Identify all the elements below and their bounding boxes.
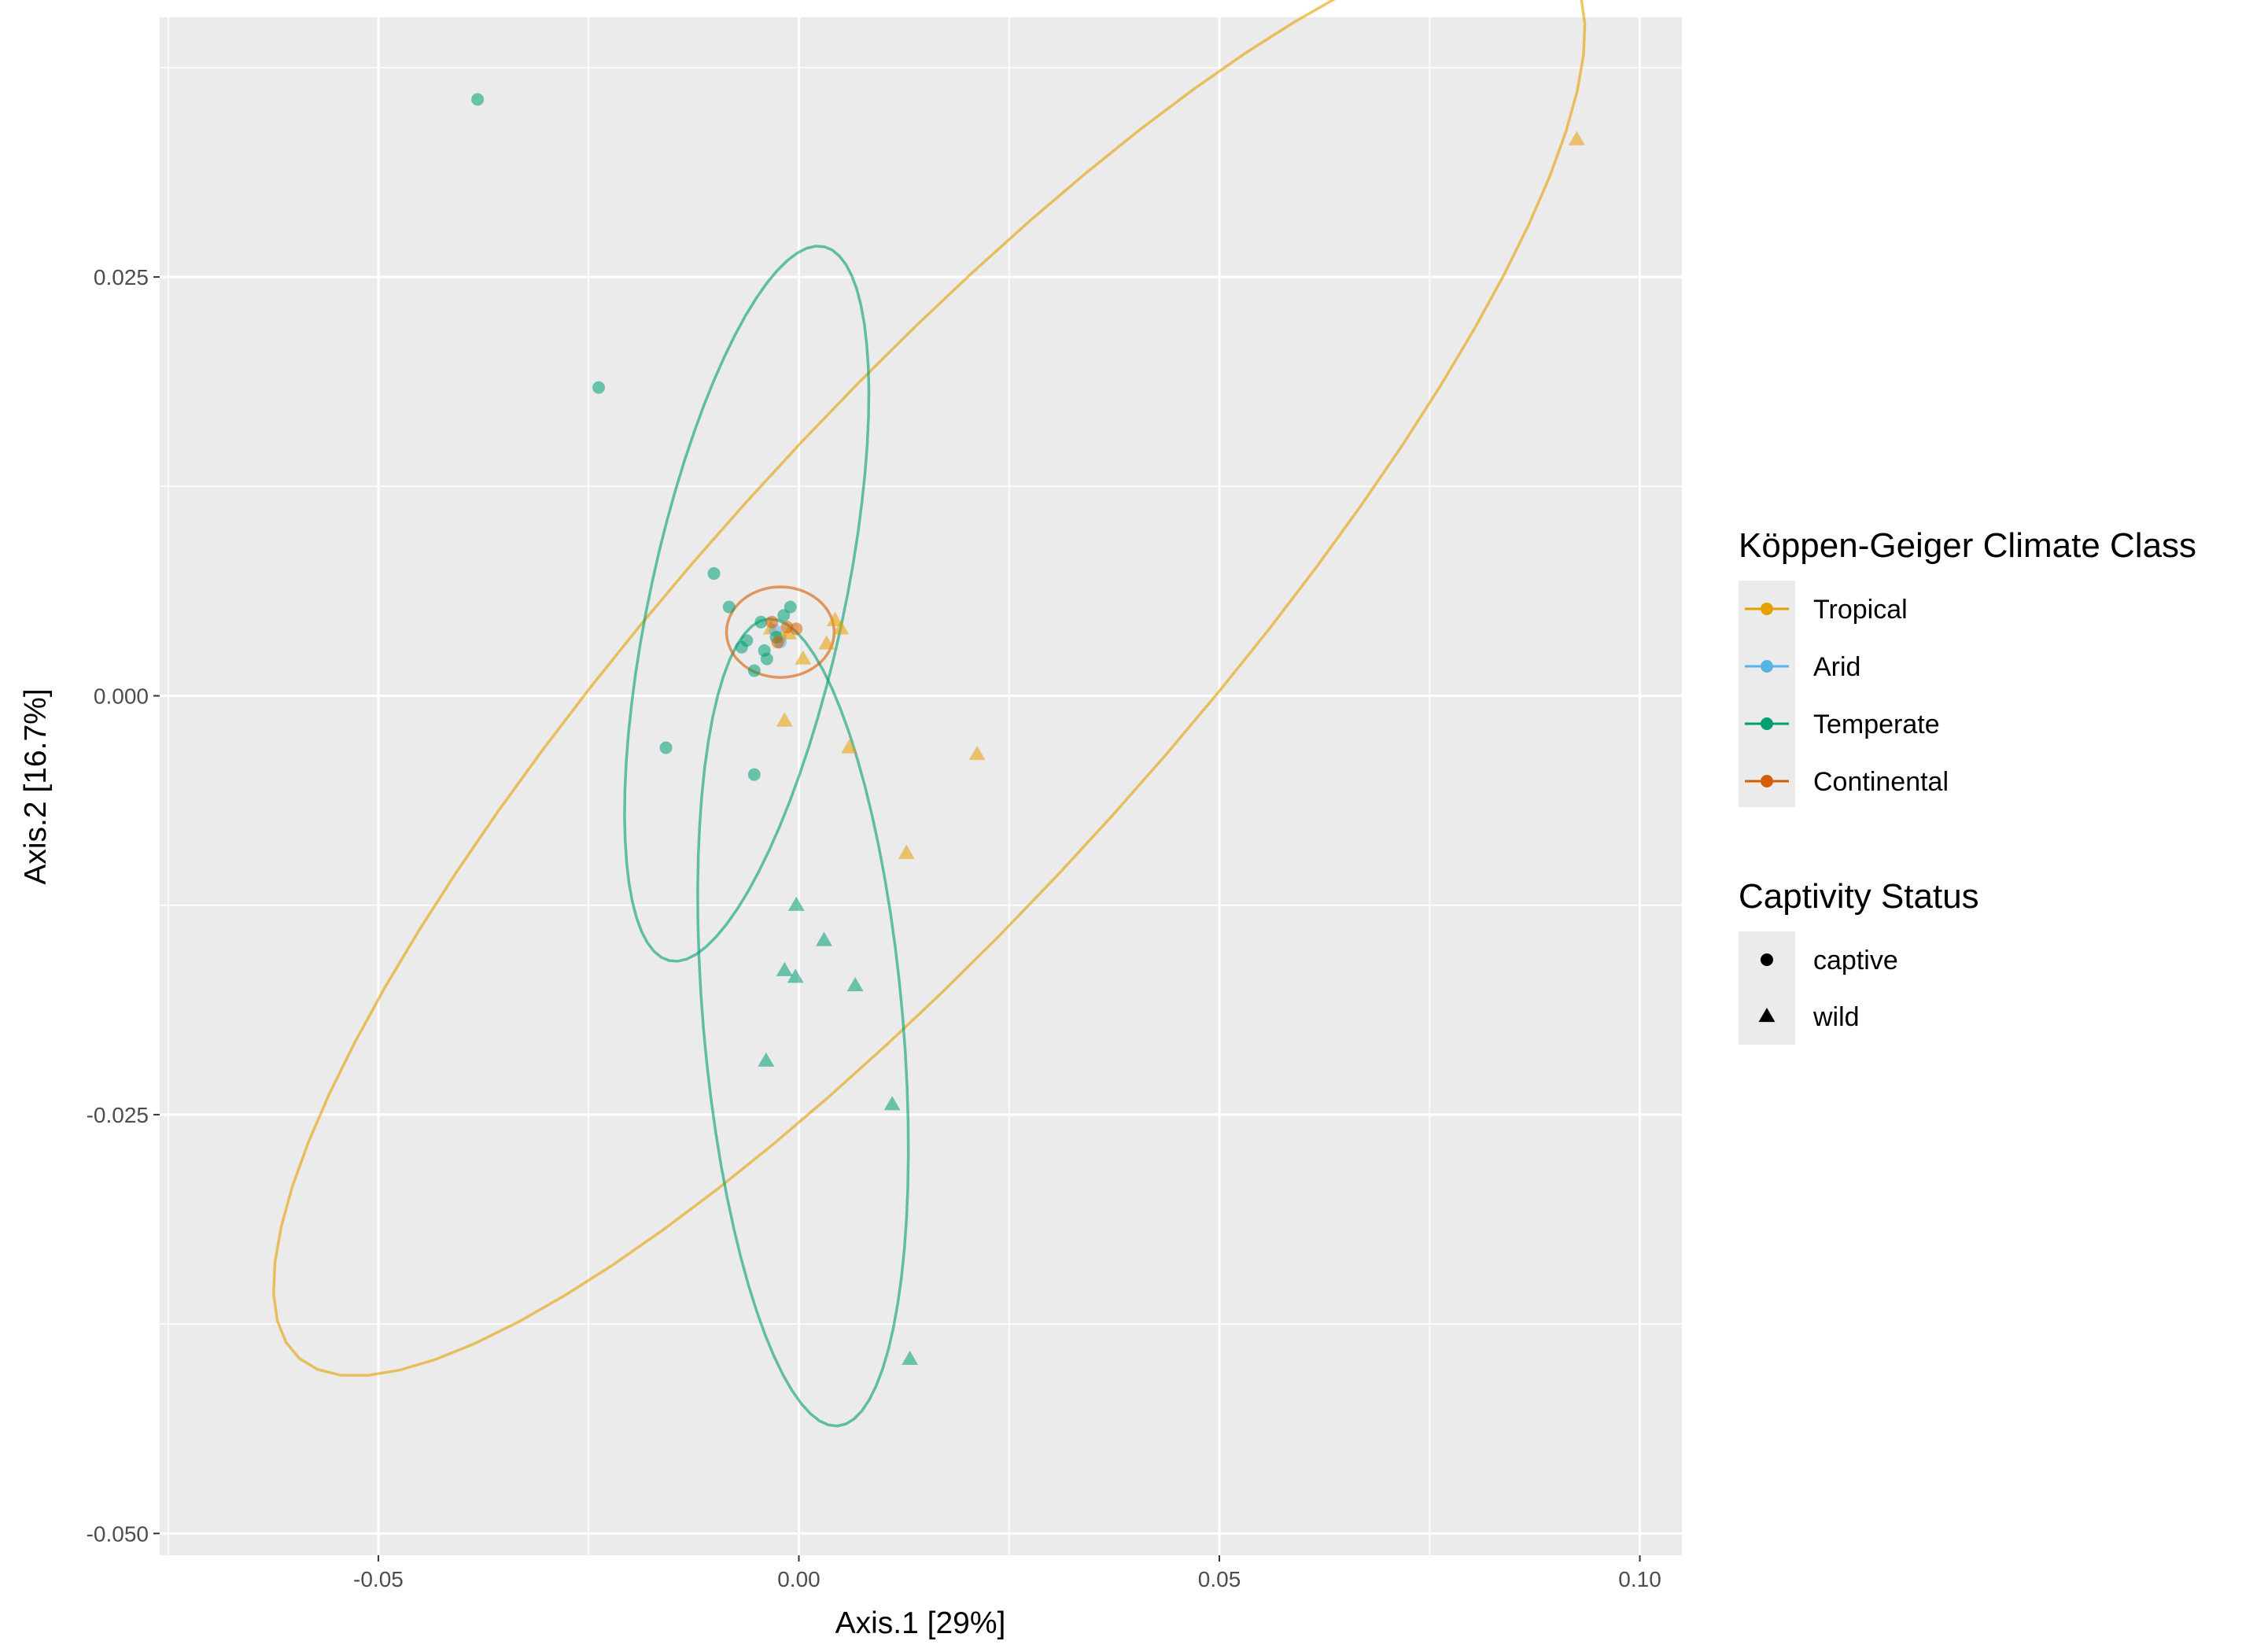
- point-continental-captive: [771, 636, 784, 649]
- point-temperate-wild: [787, 896, 805, 911]
- point-tropical-wild: [776, 712, 793, 727]
- grid-major: [160, 17, 1682, 1555]
- point-tropical-wild: [827, 611, 843, 626]
- point-tropical-wild: [968, 746, 986, 761]
- legend-label-arid: Arid: [1813, 652, 1860, 682]
- panel-background: [160, 17, 1682, 1555]
- point-temperate-captive: [747, 664, 761, 677]
- legend-label-continental: Continental: [1813, 767, 1949, 797]
- legend-key-shape-captive: [1761, 953, 1773, 966]
- x-tick-label: 0.00: [777, 1567, 820, 1591]
- point-temperate-wild: [846, 976, 864, 992]
- legend-key-point-tropical: [1761, 603, 1773, 615]
- point-temperate-wild: [787, 968, 804, 983]
- legend-captivity-title: Captivity Status: [1739, 877, 1979, 916]
- point-temperate-wild: [758, 1052, 775, 1067]
- point-temperate-captive: [747, 768, 761, 781]
- point-tropical-wild: [832, 620, 850, 635]
- point-tropical-wild: [795, 650, 812, 665]
- legend-key-point-arid: [1761, 660, 1773, 673]
- legend-key-point-continental: [1761, 775, 1773, 787]
- legend-climate-key-background: [1739, 581, 1795, 807]
- ellipse-continental: [725, 585, 836, 679]
- point-temperate-captive: [592, 381, 606, 394]
- point-tropical-wild: [1568, 131, 1585, 146]
- point-temperate-wild: [883, 1096, 901, 1111]
- legend-label-captive: captive: [1813, 946, 1898, 975]
- point-temperate-wild: [816, 931, 833, 946]
- y-tick-label: 0.000: [94, 684, 149, 709]
- point-continental-captive: [790, 622, 803, 636]
- y-tick-label: -0.050: [87, 1521, 149, 1546]
- point-temperate-captive: [777, 609, 791, 622]
- legend-label-wild: wild: [1812, 1002, 1860, 1032]
- point-continental-captive: [765, 615, 779, 629]
- point-temperate-wild: [902, 1350, 919, 1365]
- grid-minor: [160, 17, 1682, 1555]
- point-temperate-captive: [471, 93, 485, 106]
- legend-label-tropical: Tropical: [1813, 595, 1908, 625]
- x-tick-label: 0.10: [1618, 1567, 1661, 1591]
- y-tick-label: -0.025: [87, 1103, 149, 1127]
- point-tropical-wild: [818, 635, 835, 650]
- legend: Köppen-Geiger Climate Class Tropical Arid T…: [1739, 526, 2196, 1045]
- point-temperate-captive: [754, 615, 768, 629]
- point-temperate-captive: [760, 652, 773, 666]
- point-temperate-captive: [735, 640, 748, 654]
- data-points: [471, 93, 1585, 1365]
- y-tick-label: 0.025: [94, 265, 149, 289]
- legend-key-shape-wild: [1758, 1008, 1776, 1023]
- point-temperate-captive: [784, 600, 797, 614]
- axes: -0.05 0.00 0.05 0.10 -0.050 -0.025 0.000 0.025: [87, 265, 1661, 1591]
- legend-climate-title: Köppen-Geiger Climate Class: [1739, 526, 2196, 565]
- legend-captivity-key-background: [1739, 931, 1795, 1045]
- x-axis-title: Axis.1 [29%]: [835, 1606, 1006, 1640]
- point-tropical-wild: [898, 844, 915, 859]
- ellipse-temperate: [623, 245, 871, 963]
- point-temperate-wild: [776, 961, 793, 976]
- x-tick-label: 0.05: [1198, 1567, 1241, 1591]
- point-tropical-wild: [841, 739, 858, 754]
- point-temperate-captive: [722, 600, 736, 614]
- legend-label-temperate: Temperate: [1813, 710, 1940, 739]
- legend-key-point-temperate: [1761, 717, 1773, 730]
- x-tick-label: -0.05: [353, 1567, 404, 1591]
- ellipse-tropical: [272, 0, 1587, 1377]
- point-temperate-captive: [659, 741, 673, 754]
- point-temperate-captive: [707, 567, 721, 581]
- y-axis-title: Axis.2 [16.7%]: [19, 688, 53, 884]
